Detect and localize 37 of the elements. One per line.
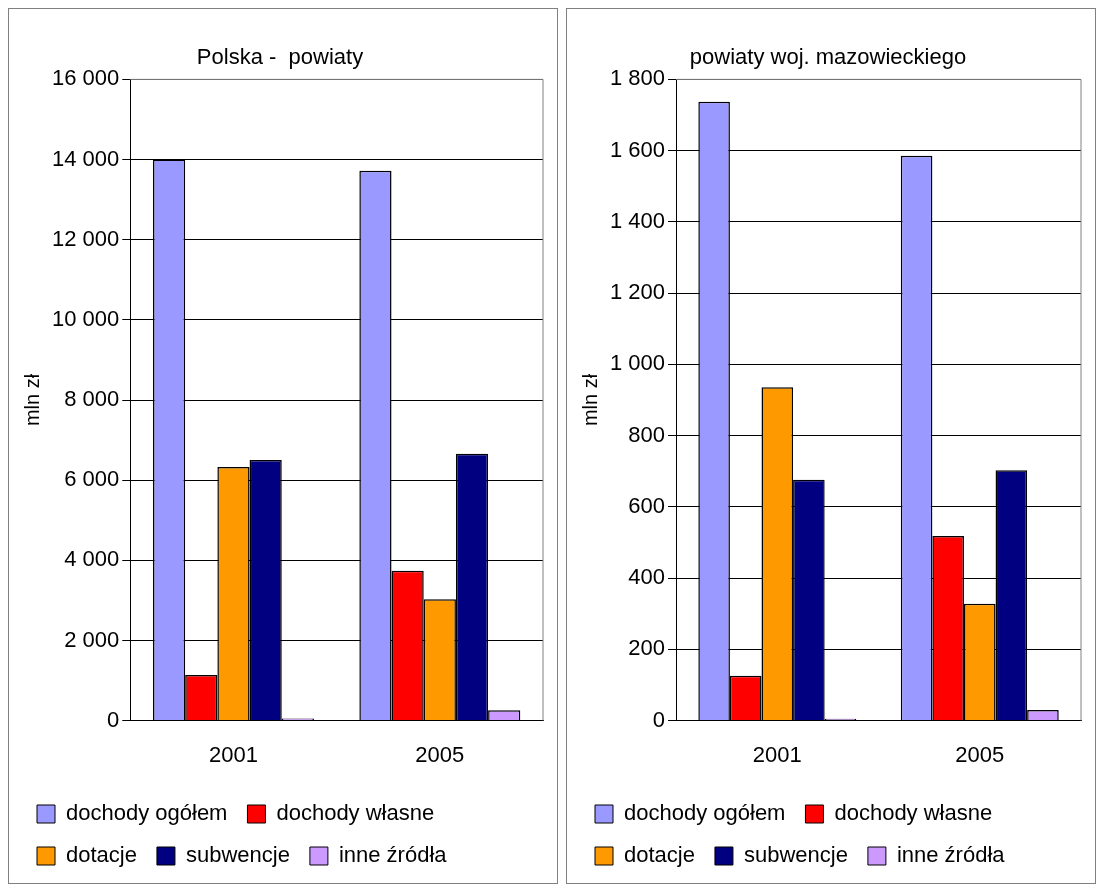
y-tick-label: 800 xyxy=(628,421,666,447)
y-tick-label: 600 xyxy=(628,492,666,518)
y-tick-label: 6 000 xyxy=(64,466,120,492)
y-tick-label: 4 000 xyxy=(64,546,120,572)
legend-label: subwencje xyxy=(185,842,290,868)
x-tick-label: 2005 xyxy=(415,741,465,767)
x-tick-label: 2001 xyxy=(752,741,802,767)
y-tick-label: 1 600 xyxy=(609,136,666,162)
x-tick-label: 2001 xyxy=(208,741,258,767)
y-tick-label: 1 400 xyxy=(609,207,666,233)
y-axis-title: mln zł xyxy=(20,373,43,427)
legend-label: inne źródła xyxy=(338,842,448,868)
legend-label: dochody własne xyxy=(276,800,435,826)
legend-label: inne źródła xyxy=(896,842,1006,868)
y-tick-label: 10 000 xyxy=(51,305,120,331)
y-tick-label: 2 000 xyxy=(64,626,120,652)
y-tick-label: 1 800 xyxy=(609,65,666,91)
legend-label: subwencje xyxy=(743,842,848,868)
chart-title: powiaty woj. mazowieckiego xyxy=(689,44,967,70)
y-tick-label: 12 000 xyxy=(51,225,120,251)
x-tick-label: 2005 xyxy=(955,741,1005,767)
y-tick-label: 1 200 xyxy=(609,279,666,305)
y-tick-label: 0 xyxy=(652,706,666,732)
y-tick-label: 200 xyxy=(628,635,666,661)
legend-label: dochody ogółem xyxy=(624,800,786,826)
y-tick-label: 14 000 xyxy=(51,145,120,171)
legend-label: dotacje xyxy=(624,842,695,868)
legend-label: dochody własne xyxy=(834,800,993,826)
chart-title: Polska - powiaty xyxy=(196,44,364,70)
y-axis-title: mln zł xyxy=(578,373,601,427)
y-tick-label: 1 000 xyxy=(609,350,666,376)
y-tick-label: 8 000 xyxy=(64,386,120,412)
y-tick-label: 16 000 xyxy=(51,65,120,91)
y-tick-label: 0 xyxy=(107,706,120,732)
y-tick-label: 400 xyxy=(628,564,666,590)
legend-label: dochody ogółem xyxy=(66,800,228,826)
legend-label: dotacje xyxy=(66,842,137,868)
